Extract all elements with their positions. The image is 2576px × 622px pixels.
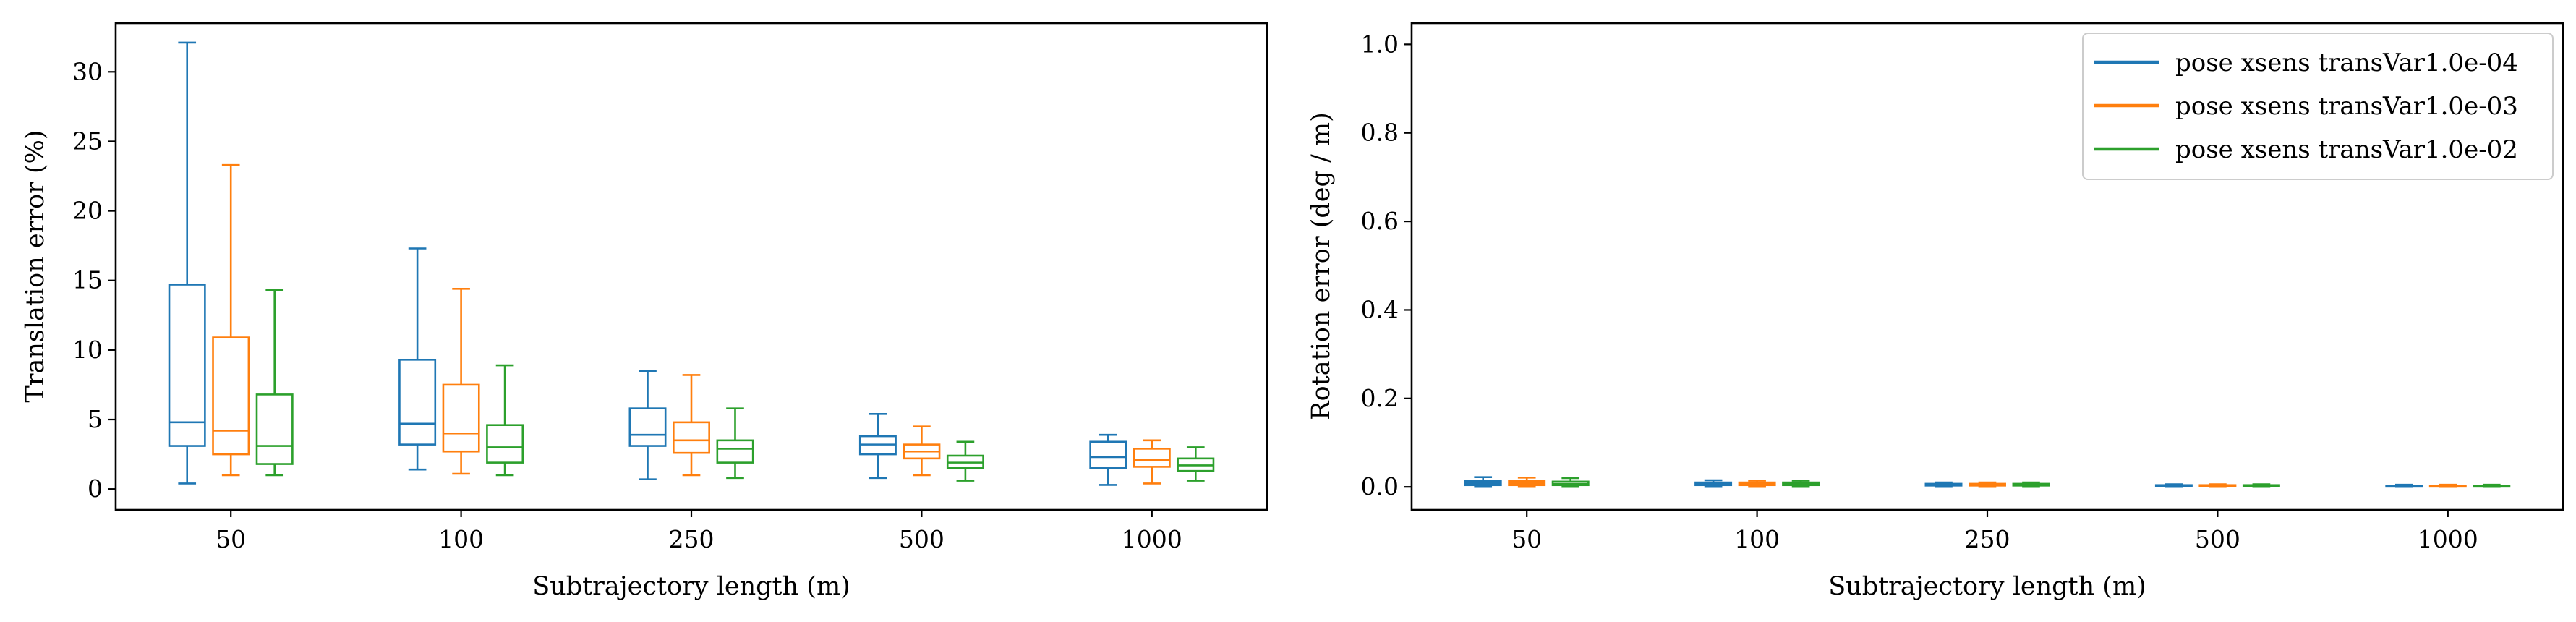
- box-iqr: [673, 421, 710, 454]
- y-tick-label: 20: [72, 197, 103, 225]
- box-3-100: [486, 364, 524, 477]
- box-3-250: [716, 407, 754, 480]
- box-iqr: [486, 424, 524, 464]
- box-iqr: [212, 336, 250, 456]
- box-1-100: [1694, 479, 1733, 488]
- box-2-500: [2198, 483, 2237, 488]
- x-tick-label: 250: [1965, 525, 2010, 553]
- x-tick-label: 1000: [2418, 525, 2478, 553]
- rotation-error-panel: 0.0 0.2 0.4 0.6 0.8 1.0 50 100 250 500 1000 Subtr…: [1307, 22, 2564, 601]
- box-2-250: [1969, 481, 2006, 488]
- box-iqr: [255, 393, 294, 465]
- box-3-500: [946, 440, 984, 482]
- box-iqr: [442, 383, 480, 453]
- x-tick-label: 100: [1734, 525, 1780, 553]
- translation-y-ticks: 0 5 10 15 20 25 30: [72, 57, 116, 503]
- x-tick-label: 500: [899, 525, 944, 553]
- box-1-1000: [2385, 483, 2423, 488]
- box-2-1000: [2428, 483, 2467, 488]
- box-1-500: [858, 413, 897, 480]
- translation-box-marks: [168, 41, 1215, 486]
- y-tick-label: 1.0: [1361, 30, 1399, 58]
- x-tick-label: 250: [669, 525, 715, 553]
- box-2-250: [673, 374, 710, 477]
- box-2-500: [903, 425, 941, 477]
- box-1-1000: [1089, 433, 1127, 486]
- box-iqr: [716, 439, 754, 464]
- rotation-x-axis-label: Subtrajectory length (m): [1828, 572, 2146, 601]
- box-2-50: [212, 163, 250, 477]
- box-1-250: [1924, 481, 1963, 488]
- y-tick-label: 0.0: [1361, 472, 1399, 500]
- rotation-y-ticks: 0.0 0.2 0.4 0.6 0.8 1.0: [1361, 30, 1412, 500]
- y-tick-label: 30: [72, 57, 103, 85]
- box-iqr: [1089, 440, 1127, 469]
- y-tick-label: 0.6: [1361, 207, 1399, 235]
- y-tick-label: 10: [72, 336, 103, 364]
- x-tick-label: 50: [216, 525, 246, 553]
- y-tick-label: 0.8: [1361, 119, 1399, 147]
- box-3-500: [2242, 483, 2280, 488]
- translation-y-axis-label: Translation error (%): [21, 129, 50, 402]
- box-3-50: [1551, 477, 1590, 488]
- translation-error-panel: 0 5 10 15 20 25 30 50 100 250 500 1000 Subtrajecto…: [21, 22, 1268, 601]
- box-2-1000: [1133, 439, 1171, 485]
- box-3-1000: [2473, 483, 2511, 488]
- box-2-50: [1508, 477, 1546, 488]
- box-2-100: [442, 287, 480, 475]
- x-tick-label: 100: [438, 525, 484, 553]
- box-1-500: [2154, 483, 2193, 488]
- x-tick-label: 500: [2195, 525, 2240, 553]
- y-tick-label: 5: [88, 405, 103, 433]
- legend-entry-2: pose xsens transVar1.0e-03: [2175, 92, 2518, 121]
- box-3-1000: [1177, 446, 1215, 482]
- x-tick-label: 50: [1511, 525, 1542, 553]
- box-3-100: [1782, 480, 1820, 488]
- box-3-50: [255, 289, 294, 477]
- x-tick-label: 1000: [1122, 525, 1182, 553]
- box-1-50: [168, 41, 206, 485]
- box-1-50: [1464, 476, 1502, 488]
- rotation-x-ticks: 50 100 250 500 1000: [1511, 510, 2478, 553]
- box-iqr: [1133, 448, 1171, 468]
- rotation-box-marks: [1464, 476, 2511, 488]
- box-1-250: [628, 370, 667, 480]
- box-3-250: [2012, 481, 2050, 488]
- legend-frame: [2082, 33, 2554, 180]
- y-tick-label: 0: [88, 474, 103, 503]
- y-tick-label: 0.4: [1361, 295, 1399, 323]
- box-iqr: [628, 407, 667, 447]
- rotation-y-axis-label: Rotation error (deg / m): [1307, 112, 1336, 420]
- y-tick-label: 0.2: [1361, 384, 1399, 412]
- translation-x-ticks: 50 100 250 500 1000: [216, 510, 1182, 553]
- translation-x-axis-label: Subtrajectory length (m): [532, 572, 850, 601]
- legend: pose xsens transVar1.0e-04 pose xsens tr…: [2082, 33, 2554, 180]
- legend-entry-3: pose xsens transVar1.0e-02: [2175, 135, 2518, 164]
- y-tick-label: 25: [72, 127, 103, 155]
- box-iqr: [168, 284, 206, 447]
- y-tick-label: 15: [72, 266, 103, 294]
- box-2-100: [1738, 480, 1776, 488]
- box-1-100: [398, 247, 437, 471]
- box-iqr: [398, 359, 437, 446]
- legend-entry-1: pose xsens transVar1.0e-04: [2175, 48, 2518, 77]
- translation-plot-frame: [114, 22, 1268, 511]
